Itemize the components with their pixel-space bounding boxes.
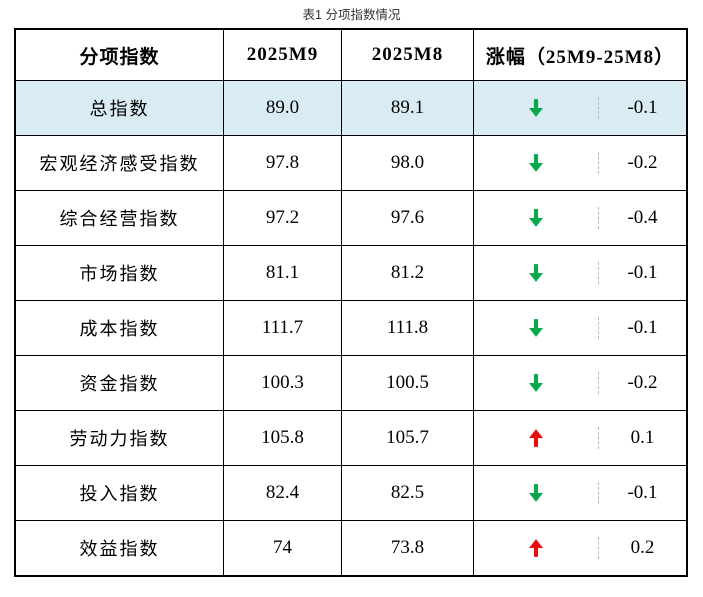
- change-cell: -0.1: [474, 246, 686, 300]
- change-value: 0.2: [598, 537, 686, 559]
- value-2025m8: 82.5: [342, 466, 474, 520]
- trend-arrow-box: [474, 264, 598, 282]
- row-label: 资金指数: [16, 356, 224, 410]
- header-change: 涨幅（25M9-25M8）: [485, 46, 675, 68]
- change-cell: -0.2: [474, 356, 686, 410]
- value-2025m9: 89.0: [224, 81, 342, 135]
- table-row: 效益指数 74 73.8 0.2: [16, 520, 686, 575]
- down-arrow-icon: [529, 319, 543, 337]
- trend-arrow-box: [474, 154, 598, 172]
- row-label: 宏观经济感受指数: [16, 136, 224, 190]
- change-cell: 0.2: [474, 521, 686, 575]
- change-value: -0.1: [598, 97, 686, 119]
- change-cell: -0.1: [474, 301, 686, 355]
- trend-arrow-box: [474, 319, 598, 337]
- table-header-row: 分项指数 2025M9 2025M8 涨幅（25M9-25M8）: [16, 30, 686, 80]
- change-cell: -0.2: [474, 136, 686, 190]
- value-2025m8: 89.1: [342, 81, 474, 135]
- trend-arrow-box: [474, 209, 598, 227]
- trend-arrow-box: [474, 429, 598, 447]
- value-2025m9: 97.8: [224, 136, 342, 190]
- value-2025m8: 73.8: [342, 521, 474, 575]
- row-label: 效益指数: [16, 521, 224, 575]
- row-label: 劳动力指数: [16, 411, 224, 465]
- table-row: 宏观经济感受指数 97.8 98.0 -0.2: [16, 135, 686, 190]
- table-row: 市场指数 81.1 81.2 -0.1: [16, 245, 686, 300]
- value-2025m9: 100.3: [224, 356, 342, 410]
- table-row: 总指数 89.0 89.1 -0.1: [16, 80, 686, 135]
- down-arrow-icon: [529, 99, 543, 117]
- table-caption: 表1 分项指数情况: [302, 8, 401, 22]
- header-2025m8: 2025M8: [342, 30, 474, 80]
- value-2025m8: 98.0: [342, 136, 474, 190]
- value-2025m9: 97.2: [224, 191, 342, 245]
- change-value: -0.1: [598, 317, 686, 339]
- row-label: 市场指数: [16, 246, 224, 300]
- row-label: 成本指数: [16, 301, 224, 355]
- up-arrow-icon: [529, 539, 543, 557]
- header-2025m9: 2025M9: [224, 30, 342, 80]
- change-value: -0.4: [598, 207, 686, 229]
- change-cell: 0.1: [474, 411, 686, 465]
- row-label: 投入指数: [16, 466, 224, 520]
- down-arrow-icon: [529, 264, 543, 282]
- value-2025m9: 81.1: [224, 246, 342, 300]
- value-2025m9: 105.8: [224, 411, 342, 465]
- change-value: 0.1: [598, 427, 686, 449]
- value-2025m9: 111.7: [224, 301, 342, 355]
- row-label: 综合经营指数: [16, 191, 224, 245]
- value-2025m8: 105.7: [342, 411, 474, 465]
- change-value: -0.2: [598, 372, 686, 394]
- trend-arrow-box: [474, 539, 598, 557]
- value-2025m8: 81.2: [342, 246, 474, 300]
- table-row: 成本指数 111.7 111.8 -0.1: [16, 300, 686, 355]
- change-value: -0.1: [598, 262, 686, 284]
- value-2025m9: 82.4: [224, 466, 342, 520]
- row-label: 总指数: [16, 81, 224, 135]
- header-sub-index: 分项指数: [16, 30, 224, 80]
- change-cell: -0.1: [474, 466, 686, 520]
- trend-arrow-box: [474, 484, 598, 502]
- value-2025m8: 97.6: [342, 191, 474, 245]
- trend-arrow-box: [474, 99, 598, 117]
- trend-arrow-box: [474, 374, 598, 392]
- down-arrow-icon: [529, 374, 543, 392]
- table-row: 资金指数 100.3 100.5 -0.2: [16, 355, 686, 410]
- down-arrow-icon: [529, 154, 543, 172]
- table-row: 劳动力指数 105.8 105.7 0.1: [16, 410, 686, 465]
- up-arrow-icon: [529, 429, 543, 447]
- change-cell: -0.4: [474, 191, 686, 245]
- table-row: 综合经营指数 97.2 97.6 -0.4: [16, 190, 686, 245]
- change-value: -0.1: [598, 482, 686, 504]
- sub-index-table: 分项指数 2025M9 2025M8 涨幅（25M9-25M8） 总指数 89.…: [14, 28, 688, 577]
- change-cell: -0.1: [474, 81, 686, 135]
- table-row: 投入指数 82.4 82.5 -0.1: [16, 465, 686, 520]
- value-2025m8: 100.5: [342, 356, 474, 410]
- value-2025m8: 111.8: [342, 301, 474, 355]
- down-arrow-icon: [529, 209, 543, 227]
- change-value: -0.2: [598, 152, 686, 174]
- value-2025m9: 74: [224, 521, 342, 575]
- down-arrow-icon: [529, 484, 543, 502]
